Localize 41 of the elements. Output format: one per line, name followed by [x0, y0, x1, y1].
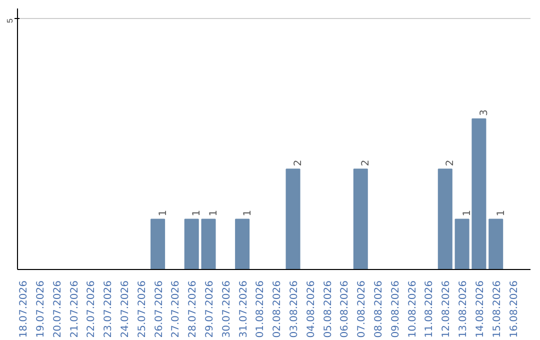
x-tick-label: 12.08.2026: [441, 280, 452, 338]
x-tick-label: 01.08.2026: [255, 280, 266, 338]
x-tick-label: 20.07.2026: [52, 280, 64, 338]
data-label: 1: [192, 210, 203, 216]
x-tick-label: 05.08.2026: [322, 280, 334, 338]
x-tick-label: 16.08.2026: [508, 280, 520, 338]
x-tick-label: 30.07.2026: [221, 280, 232, 338]
x-tick-label: 23.07.2026: [103, 280, 114, 338]
data-label: 2: [293, 160, 304, 166]
x-tick-label: 27.07.2026: [170, 280, 182, 338]
data-label: 3: [478, 110, 490, 116]
x-tick-label: 24.07.2026: [120, 280, 131, 338]
x-tick-label: 04.08.2026: [306, 280, 317, 338]
x-tick-label: 22.07.2026: [86, 280, 98, 338]
data-label: 2: [360, 160, 372, 166]
data-label: 1: [496, 210, 507, 216]
x-tick-label: 19.07.2026: [35, 280, 46, 338]
x-tick-label: 31.07.2026: [238, 280, 250, 338]
x-tick-label: 26.07.2026: [154, 280, 165, 338]
x-tick-label: 11.08.2026: [424, 280, 436, 338]
x-tick-label: 02.08.2026: [272, 280, 284, 338]
data-label: 2: [445, 160, 456, 166]
data-label: 1: [242, 210, 254, 216]
x-tick-label: 06.08.2026: [340, 280, 351, 338]
x-tick-label: 03.08.2026: [289, 280, 300, 338]
data-label: 1: [462, 210, 474, 216]
x-tick-label: 13.08.2026: [458, 280, 470, 338]
data-label: 1: [208, 210, 220, 216]
x-tick-label: 07.08.2026: [356, 280, 368, 338]
x-tick-label: 09.08.2026: [390, 280, 402, 338]
x-tick-label: 14.08.2026: [474, 280, 486, 338]
x-tick-label: 28.07.2026: [188, 280, 199, 338]
x-tick-label: 08.08.2026: [374, 280, 385, 338]
x-tick-label: 21.07.2026: [69, 280, 80, 338]
x-tick-label: 18.07.2026: [18, 280, 30, 338]
x-tick-label: 15.08.2026: [492, 280, 503, 338]
data-label: 1: [158, 210, 169, 216]
x-tick-label: 10.08.2026: [407, 280, 418, 338]
x-tick-label: 29.07.2026: [204, 280, 216, 338]
x-tick-label: 25.07.2026: [136, 280, 148, 338]
y-tick-label: 5: [6, 18, 14, 23]
